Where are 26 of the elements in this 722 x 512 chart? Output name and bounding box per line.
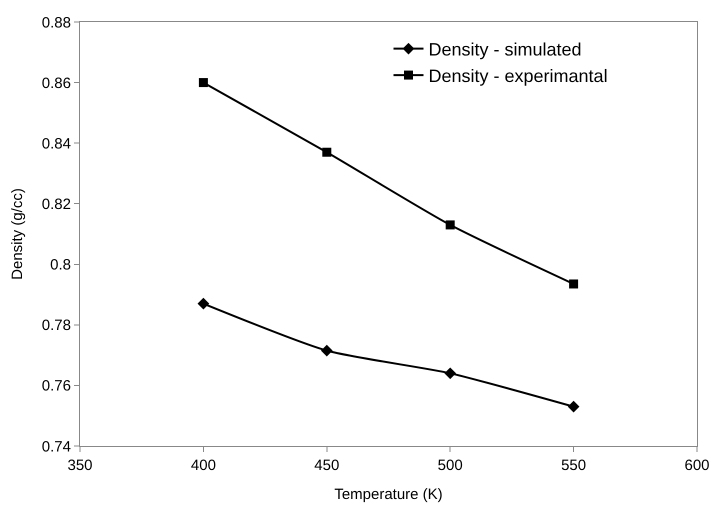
legend-label: Density - simulated xyxy=(428,40,582,60)
y-tick-label: 0.76 xyxy=(42,378,71,395)
x-tick-label: 500 xyxy=(438,457,463,474)
point xyxy=(320,344,333,356)
y-tick-label: 0.74 xyxy=(42,438,71,456)
x-tick-label: 450 xyxy=(314,457,340,474)
point xyxy=(568,400,580,412)
y-tick-label: 0.86 xyxy=(42,74,71,92)
x-tick-label: 550 xyxy=(561,457,586,474)
y-tick-label: 0.82 xyxy=(42,196,71,213)
point xyxy=(446,220,455,230)
x-tick-label: 400 xyxy=(190,457,216,474)
y-axis-title: Density (g/cc) xyxy=(9,188,26,280)
point xyxy=(569,279,578,288)
point xyxy=(444,367,456,380)
x-tick-label: 350 xyxy=(67,457,93,474)
y-tick-label: 0.78 xyxy=(42,317,71,334)
legend-label: Density - experimantal xyxy=(428,66,608,86)
y-tick-label: 0.8 xyxy=(50,256,71,274)
y-tick-label: 0.88 xyxy=(42,14,71,32)
point xyxy=(198,78,208,88)
y-tick-label: 0.84 xyxy=(42,135,71,152)
x-tick-label: 600 xyxy=(684,457,710,474)
point xyxy=(322,148,332,157)
point xyxy=(198,298,210,310)
x-axis-title: Temperature (K) xyxy=(334,486,443,503)
